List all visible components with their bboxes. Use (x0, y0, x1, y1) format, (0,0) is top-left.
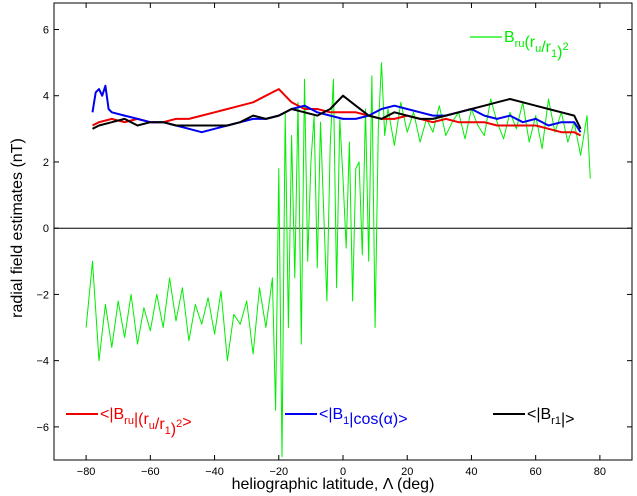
legend-label: <|Br1|> (527, 406, 574, 428)
y-tick-label: 2 (43, 157, 49, 169)
y-tick-label: −6 (36, 422, 49, 434)
legend-group: Bru(ru/r1)2 <|Bru|(ru/r1)2> <|B1|cos(α)> <|… (66, 29, 574, 438)
x-tick-label: 80 (594, 466, 606, 478)
legend-item-blue: <|B1|cos(α)> (285, 406, 408, 428)
series-line-black (92, 94, 582, 130)
y-tick-label: −2 (36, 289, 49, 301)
x-tick-label: −20 (269, 466, 288, 478)
x-tick-label: −40 (205, 466, 224, 478)
legend-label: Bru(ru/r1)2 (504, 29, 569, 61)
y-axis-label: radial field estimates (nT) (9, 138, 26, 318)
y-tick-label: 0 (43, 223, 49, 235)
x-tick-label: 20 (401, 466, 413, 478)
legend-label: <|Bru|(ru/r1)2> (100, 406, 192, 438)
y-tick-label: 6 (43, 24, 49, 36)
legend-item-red: <|Bru|(ru/r1)2> (66, 406, 192, 438)
series-line-red (92, 88, 582, 137)
x-tick-label: 0 (340, 466, 346, 478)
plot-frame (53, 2, 633, 461)
legend-item-black: <|Br1|> (493, 406, 574, 428)
x-tick-label: 40 (465, 466, 477, 478)
x-tick-label: −80 (77, 466, 96, 478)
x-axis-label: heliographic latitude, Λ (deg) (232, 476, 435, 493)
y-tick-label: −4 (36, 356, 49, 368)
x-tick-label: −60 (141, 466, 160, 478)
legend-item-green: Bru(ru/r1)2 (470, 29, 569, 61)
legend-label: <|B1|cos(α)> (319, 406, 408, 428)
y-tick-label: 4 (43, 91, 49, 103)
series-group (85, 62, 591, 458)
series-line-blue (91, 84, 582, 134)
x-tick-label: 60 (530, 466, 542, 478)
